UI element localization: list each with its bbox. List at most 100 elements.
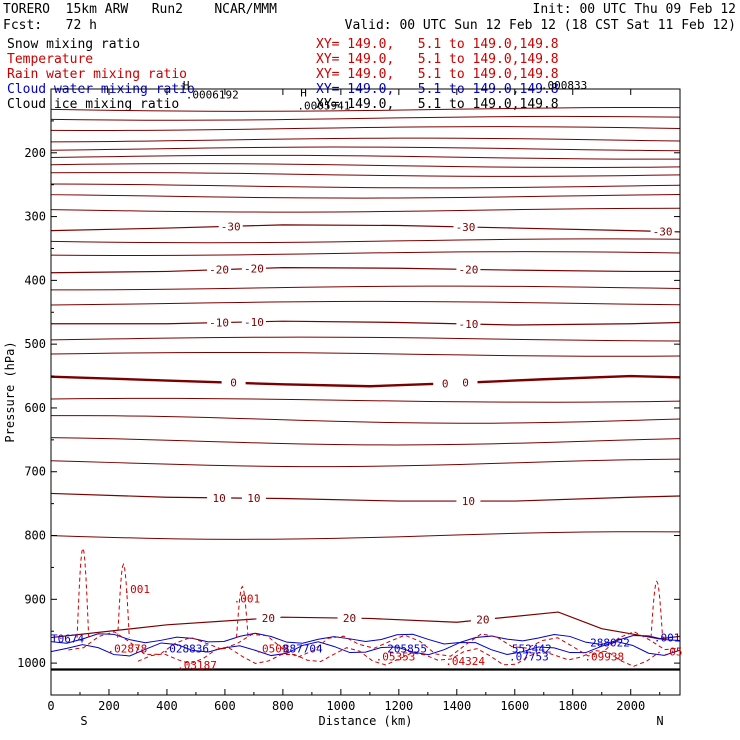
contour-label: 0 <box>462 377 469 390</box>
background-contour <box>50 146 681 152</box>
y-axis-label: Pressure (hPa) <box>3 341 17 442</box>
field-value-marker: T0674 <box>51 633 84 646</box>
field-value-marker: .05353 <box>376 651 416 664</box>
field-value-marker: .028836 <box>163 642 209 655</box>
forecast-hour: Fcst: 72 h <box>3 18 97 33</box>
background-contour <box>50 183 681 189</box>
rain-plume-contour <box>117 562 130 638</box>
x-tick-label: 400 <box>156 699 178 713</box>
contour-label: 10 <box>462 495 475 508</box>
contour-label: -30 <box>456 221 476 234</box>
contour-label-bg <box>433 377 458 390</box>
south-label: S <box>80 714 87 728</box>
background-contour <box>50 251 681 256</box>
temperature-contour <box>50 492 681 502</box>
field-name-0: Snow mixing ratio <box>7 37 141 52</box>
field-value-marker: 205855 <box>387 642 427 655</box>
field-value-marker: .07753 <box>509 651 549 664</box>
rain-water-contour <box>137 647 660 667</box>
x-tick-label: 1600 <box>500 699 529 713</box>
temperature-contour <box>50 374 681 388</box>
y-tick-label: 700 <box>24 465 46 479</box>
field-value-marker: .02878 <box>108 642 148 655</box>
background-contour <box>50 397 681 403</box>
background-contour <box>50 107 681 112</box>
background-contour <box>50 154 681 160</box>
init-time: Init: 00 UTC Thu 09 Feb 12 <box>532 2 737 17</box>
rain-plume-contour <box>236 585 249 638</box>
x-tick-label: 1400 <box>442 699 471 713</box>
field-value-marker: .0005941 <box>297 99 350 112</box>
background-contour <box>50 300 681 306</box>
field-xy-0: XY= 149.0, 5.1 to 149.0,149.8 <box>316 37 559 52</box>
x-tick-label: 1200 <box>384 699 413 713</box>
background-contour <box>50 336 681 342</box>
field-value-marker: .001 <box>123 583 150 596</box>
background-contour <box>50 115 681 121</box>
field-value-marker: H <box>300 87 307 100</box>
contour-label-bg <box>456 263 481 276</box>
background-contour <box>50 126 681 131</box>
contour-label: 0 <box>442 377 449 390</box>
background-contour <box>50 137 681 143</box>
x-tick-label: 1000 <box>326 699 355 713</box>
field-value-marker: .0006192 <box>186 89 239 102</box>
background-contour <box>50 238 681 244</box>
x-tick-label: 200 <box>98 699 120 713</box>
field-value-marker: .03187 <box>177 659 217 672</box>
background-contour <box>50 437 681 446</box>
contour-label-bg <box>256 612 281 625</box>
contour-label-bg <box>221 376 246 389</box>
contour-label: -20 <box>458 263 478 276</box>
y-tick-label: 600 <box>24 401 46 415</box>
y-tick-label: 300 <box>24 210 46 224</box>
contour-label-bg <box>207 263 232 276</box>
field-value-marker: 288022 <box>590 637 630 650</box>
contour-label: 0 <box>230 377 237 390</box>
contour-label-bg <box>453 220 478 233</box>
x-tick-label: 2000 <box>616 699 645 713</box>
contour-label-bg <box>470 613 495 626</box>
y-tick-label: 500 <box>24 337 46 351</box>
field-value-marker: .000833 <box>541 79 587 92</box>
contour-label-bg <box>337 612 362 625</box>
field-value-marker: .001 <box>654 631 681 644</box>
field-value-marker: .09938 <box>584 651 624 664</box>
contour-label: -30 <box>653 225 673 238</box>
contour-label: -20 <box>209 264 229 277</box>
field-value-marker: .05 <box>663 645 683 658</box>
north-label: N <box>656 714 663 728</box>
x-tick-label: 600 <box>214 699 236 713</box>
temperature-contour <box>50 224 681 233</box>
rain-water-contour <box>68 631 681 658</box>
y-tick-label: 900 <box>24 592 46 606</box>
x-tick-label: 800 <box>272 699 294 713</box>
background-contour <box>50 415 681 424</box>
contour-label-bg <box>241 315 266 328</box>
y-tick-label: 400 <box>24 273 46 287</box>
background-contour <box>50 285 681 291</box>
contour-label: 10 <box>212 492 225 505</box>
background-contour <box>50 163 681 168</box>
plot-frame <box>50 88 681 696</box>
contour-label-bg <box>241 262 266 275</box>
contour-label: -10 <box>209 317 229 330</box>
background-contour <box>50 351 681 357</box>
background-contour <box>50 172 681 177</box>
contour-label: 10 <box>247 492 260 505</box>
temperature-contour <box>51 320 681 326</box>
field-value-marker: 552442 <box>512 642 552 655</box>
contour-label-bg <box>453 376 478 389</box>
model-run-title: TORERO 15km ARW Run2 NCAR/MMM <box>3 2 277 17</box>
contour-label: -20 <box>244 263 264 276</box>
contour-label-bg <box>650 225 675 238</box>
x-axis-label: Distance (km) <box>319 714 413 728</box>
x-tick-label: 0 <box>47 699 54 713</box>
field-xy-1: XY= 149.0, 5.1 to 149.0,149.8 <box>316 52 559 67</box>
contour-label-bg <box>456 318 481 331</box>
contour-label-bg <box>207 491 232 504</box>
x-tick-label: 1800 <box>558 699 587 713</box>
background-contour <box>50 194 681 199</box>
rain-plume-contour <box>650 580 664 638</box>
